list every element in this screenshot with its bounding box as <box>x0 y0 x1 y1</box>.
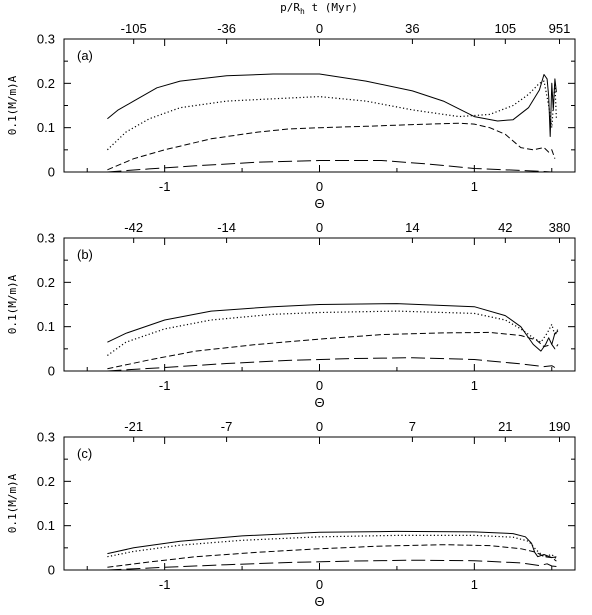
chart-panel-b: -1 0 1 -42 -14 0 14 42 380 0 0.1 0.2 0.3 0.1(M/m)A Θ (b… <box>6 220 576 410</box>
top-tick-label: 0 <box>316 21 323 36</box>
x-tick-label: -1 <box>159 179 171 194</box>
top-axis-title: p/Rh t (Myr) <box>280 1 358 16</box>
panel-label: (b) <box>77 247 93 262</box>
series-line-solid <box>107 530 557 559</box>
series-line-longdash <box>107 160 552 173</box>
series-line-longdash <box>107 357 556 372</box>
top-tick-label: 951 <box>549 21 571 36</box>
y-tick-label: 0 <box>48 165 55 180</box>
top-tick-label: 7 <box>409 419 416 434</box>
y-axis-label: 0.1(M/m)A <box>6 75 19 135</box>
panel-label: (c) <box>77 446 92 461</box>
top-axis-title-rest: t (Myr) <box>305 1 358 14</box>
x-tick-label: 1 <box>471 378 478 393</box>
y-axis-label: 0.1(M/m)A <box>6 473 19 533</box>
top-tick-label: -7 <box>221 419 233 434</box>
x-tick-label: 0 <box>316 179 323 194</box>
series-line-longdash <box>107 559 557 571</box>
series-line-solid <box>107 73 557 137</box>
x-tick-label: 1 <box>471 179 478 194</box>
y-tick-label: 0.1 <box>37 319 55 334</box>
y-axis-label: 0.1(M/m)A <box>6 274 19 334</box>
series-line-dashed <box>107 544 557 568</box>
y-tick-label: 0 <box>48 364 55 379</box>
panel-label: (a) <box>77 48 93 63</box>
series-line-dotted <box>107 534 557 560</box>
plot-frame <box>63 436 576 571</box>
x-axis-label: Θ <box>314 395 324 410</box>
top-tick-label: -14 <box>217 220 236 235</box>
top-axis-title-main: p/R <box>280 1 300 14</box>
top-tick-label: 36 <box>405 21 419 36</box>
x-tick-label: 0 <box>316 577 323 592</box>
y-tick-label: 0.2 <box>37 76 55 91</box>
y-tick-label: 0.3 <box>37 231 55 246</box>
x-tick-label: -1 <box>159 378 171 393</box>
y-tick-label: 0.1 <box>37 518 55 533</box>
top-tick-label: 0 <box>316 220 323 235</box>
top-tick-label: 14 <box>405 220 419 235</box>
y-tick-label: 0.3 <box>37 430 55 445</box>
y-tick-label: 0.2 <box>37 474 55 489</box>
series-line-dashed <box>107 122 556 171</box>
x-tick-label: 1 <box>471 577 478 592</box>
chart-panel-c: -1 0 1 -21 -7 0 7 21 190 0 0.1 0.2 0.3 0.1(M/m)A Θ (c) <box>6 419 576 609</box>
panels-group: -1 0 1 -105 -36 0 36 105 951 0 0.1 0.2 0.3 0.1(M/m)A Θ… <box>6 21 576 609</box>
top-tick-label: 380 <box>549 220 571 235</box>
top-tick-label: 0 <box>316 419 323 434</box>
top-tick-label: 190 <box>549 419 571 434</box>
x-tick-label: 0 <box>316 378 323 393</box>
series-line-dotted <box>107 310 559 356</box>
top-tick-label: -21 <box>124 419 143 434</box>
top-tick-label: 105 <box>494 21 516 36</box>
plot-frame <box>63 38 576 173</box>
y-tick-label: 0 <box>48 563 55 578</box>
top-tick-label: 21 <box>498 419 512 434</box>
y-tick-label: 0.1 <box>37 120 55 135</box>
top-tick-label: -36 <box>217 21 236 36</box>
top-tick-label: 42 <box>498 220 512 235</box>
series-line-dotted <box>106 80 557 151</box>
x-tick-label: -1 <box>159 577 171 592</box>
series-line-solid <box>107 303 559 352</box>
top-tick-label: -42 <box>124 220 143 235</box>
x-axis-label: Θ <box>314 196 324 211</box>
y-tick-label: 0.2 <box>37 275 55 290</box>
top-tick-label: -105 <box>121 21 147 36</box>
top-axis-title-sub: h <box>300 7 305 16</box>
chart-panel-a: -1 0 1 -105 -36 0 36 105 951 0 0.1 0.2 0.3 0.1(M/m)A Θ… <box>6 21 576 211</box>
x-axis-label: Θ <box>314 594 324 609</box>
series-line-dashed <box>107 331 559 370</box>
y-tick-label: 0.3 <box>37 32 55 47</box>
